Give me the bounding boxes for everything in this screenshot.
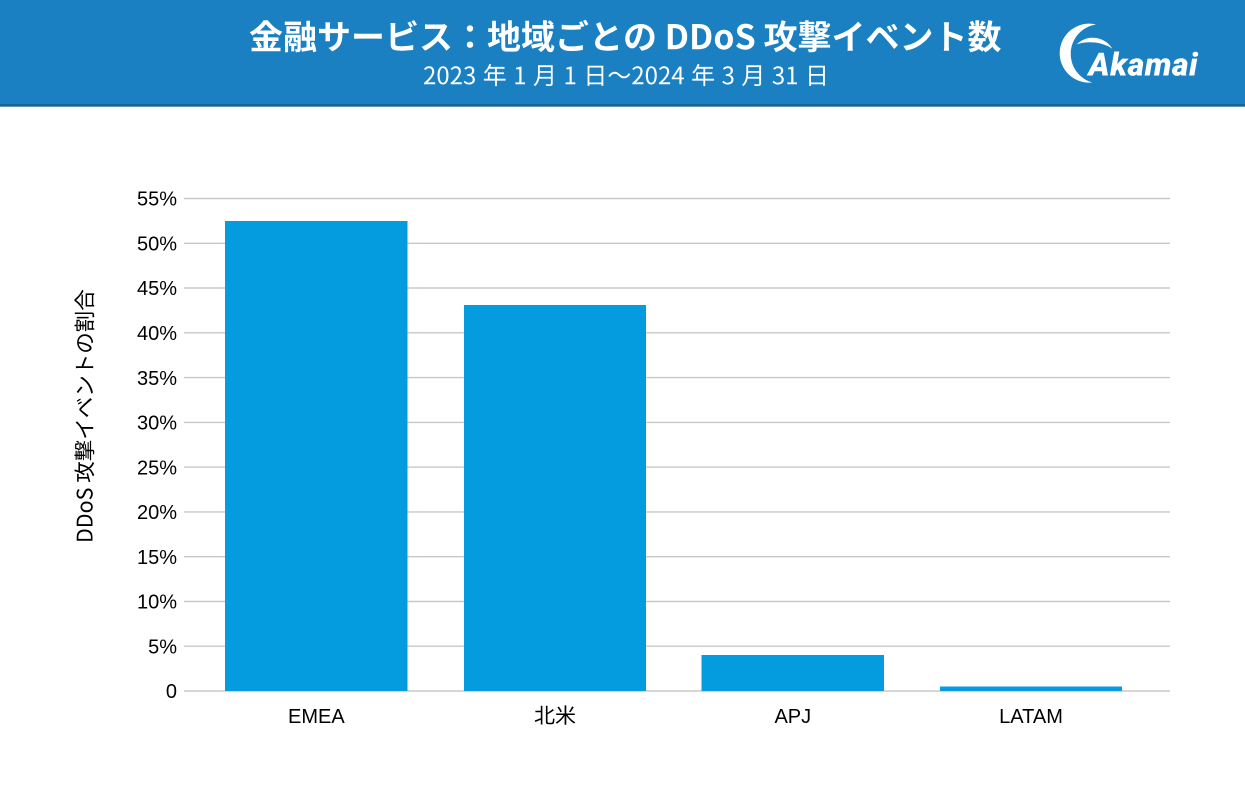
svg-text:5%: 5%: [148, 636, 177, 658]
svg-text:55%: 55%: [137, 189, 177, 211]
svg-text:EMEA: EMEA: [288, 706, 345, 728]
svg-text:35%: 35%: [137, 368, 177, 390]
svg-text:30%: 30%: [137, 413, 177, 435]
svg-text:50%: 50%: [137, 234, 177, 256]
svg-text:40%: 40%: [137, 323, 177, 345]
svg-text:10%: 10%: [137, 592, 177, 614]
svg-text:0: 0: [166, 681, 177, 703]
svg-text:APJ: APJ: [774, 706, 811, 728]
svg-text:LATAM: LATAM: [999, 706, 1063, 728]
svg-text:25%: 25%: [137, 457, 177, 479]
svg-text:15%: 15%: [137, 547, 177, 569]
svg-text:45%: 45%: [137, 278, 177, 300]
svg-text:20%: 20%: [137, 502, 177, 524]
